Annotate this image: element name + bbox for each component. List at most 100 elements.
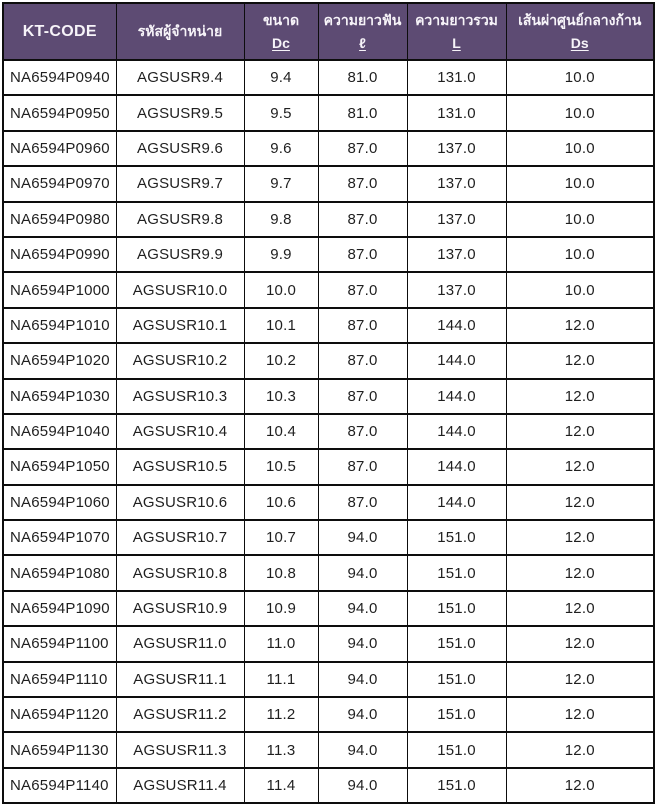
cell-overall-length: 137.0 [406,235,507,273]
table-row: NA6594P1080 AGSUSR10.8 10.8 94.0 151.0 12.0 [2,554,655,592]
cell-size: 9.7 [243,165,319,203]
cell-kt-code: NA6594P1060 [2,483,117,521]
table-row: NA6594P1040 AGSUSR10.4 10.4 87.0 144.0 12.0 [2,412,655,450]
table-body: NA6594P0940 AGSUSR9.4 9.4 81.0 131.0 10.0 NA65… [2,58,655,804]
cell-vendor-code: AGSUSR9.7 [115,165,245,203]
cell-kt-code: NA6594P0970 [2,165,117,203]
cell-flute-length: 94.0 [317,766,408,804]
cell-shank-diameter: 12.0 [505,660,655,698]
table-row: NA6594P1130 AGSUSR11.3 11.3 94.0 151.0 12.0 [2,731,655,769]
col-header-size: ขนาด Dc [243,2,319,61]
cell-flute-length: 87.0 [317,235,408,273]
cell-flute-length: 94.0 [317,589,408,627]
cell-overall-length: 151.0 [406,766,507,804]
cell-shank-diameter: 12.0 [505,483,655,521]
cell-size: 10.0 [243,271,319,309]
cell-overall-length: 151.0 [406,554,507,592]
cell-vendor-code: AGSUSR10.9 [115,589,245,627]
cell-vendor-code: AGSUSR9.9 [115,235,245,273]
cell-size: 10.2 [243,342,319,380]
cell-flute-length: 87.0 [317,200,408,238]
table-row: NA6594P1010 AGSUSR10.1 10.1 87.0 144.0 12.0 [2,306,655,344]
cell-kt-code: NA6594P1090 [2,589,117,627]
cell-size: 10.1 [243,306,319,344]
table-row: NA6594P0950 AGSUSR9.5 9.5 81.0 131.0 10.0 [2,94,655,132]
table-row: NA6594P0960 AGSUSR9.6 9.6 87.0 137.0 10.0 [2,129,655,167]
cell-shank-diameter: 10.0 [505,235,655,273]
cell-size: 11.1 [243,660,319,698]
cell-vendor-code: AGSUSR10.1 [115,306,245,344]
table-row: NA6594P1060 AGSUSR10.6 10.6 87.0 144.0 12.0 [2,483,655,521]
cell-vendor-code: AGSUSR10.5 [115,448,245,486]
col-header-flute-length-label: ความยาวฟัน [323,12,402,29]
cell-vendor-code: AGSUSR11.1 [115,660,245,698]
cell-flute-length: 87.0 [317,129,408,167]
cell-kt-code: NA6594P1100 [2,625,117,663]
cell-vendor-code: AGSUSR9.6 [115,129,245,167]
cell-overall-length: 151.0 [406,731,507,769]
cell-shank-diameter: 12.0 [505,589,655,627]
cell-shank-diameter: 12.0 [505,554,655,592]
cell-overall-length: 137.0 [406,165,507,203]
cell-flute-length: 87.0 [317,483,408,521]
cell-overall-length: 137.0 [406,129,507,167]
cell-kt-code: NA6594P1020 [2,342,117,380]
col-header-size-label: ขนาด [262,12,300,29]
cell-size: 10.9 [243,589,319,627]
cell-vendor-code: AGSUSR10.6 [115,483,245,521]
cell-shank-diameter: 12.0 [505,377,655,415]
cell-size: 10.8 [243,554,319,592]
cell-overall-length: 144.0 [406,306,507,344]
cell-shank-diameter: 12.0 [505,306,655,344]
cell-size: 11.3 [243,731,319,769]
cell-vendor-code: AGSUSR10.3 [115,377,245,415]
col-header-flute-length-symbol: ℓ [359,34,366,51]
cell-overall-length: 144.0 [406,412,507,450]
cell-size: 10.5 [243,448,319,486]
col-header-shank-diameter: เส้นผ่าศูนย์กลางก้าน Ds [505,2,655,61]
table-row: NA6594P1070 AGSUSR10.7 10.7 94.0 151.0 12.0 [2,519,655,556]
cell-flute-length: 94.0 [317,554,408,592]
col-header-vendor-code-label: รหัสผู้จำหน่าย [137,23,223,40]
cell-overall-length: 144.0 [406,483,507,521]
cell-vendor-code: AGSUSR10.4 [115,412,245,450]
col-header-shank-diameter-symbol: Ds [570,34,589,51]
cell-vendor-code: AGSUSR9.4 [115,58,245,96]
cell-kt-code: NA6594P0960 [2,129,117,167]
cell-shank-diameter: 12.0 [505,625,655,663]
cell-vendor-code: AGSUSR10.0 [115,271,245,309]
cell-flute-length: 87.0 [317,412,408,450]
table-row: NA6594P0990 AGSUSR9.9 9.9 87.0 137.0 10.0 [2,235,655,273]
cell-vendor-code: AGSUSR9.5 [115,94,245,132]
cell-kt-code: NA6594P1030 [2,377,117,415]
cell-overall-length: 137.0 [406,200,507,238]
cell-flute-length: 94.0 [317,625,408,663]
cell-flute-length: 94.0 [317,696,408,733]
table-row: NA6594P1090 AGSUSR10.9 10.9 94.0 151.0 12.0 [2,589,655,627]
col-header-overall-length: ความยาวรวม L [406,2,507,61]
cell-overall-length: 137.0 [406,271,507,309]
col-header-overall-length-label: ความยาวรวม [415,12,498,29]
cell-flute-length: 87.0 [317,342,408,380]
cell-flute-length: 81.0 [317,94,408,132]
cell-kt-code: NA6594P0990 [2,235,117,273]
table-row: NA6594P1140 AGSUSR11.4 11.4 94.0 151.0 12.0 [2,766,655,804]
table-row: NA6594P0980 AGSUSR9.8 9.8 87.0 137.0 10.0 [2,200,655,238]
cell-shank-diameter: 10.0 [505,165,655,203]
cell-overall-length: 131.0 [406,58,507,96]
cell-kt-code: NA6594P1040 [2,412,117,450]
cell-shank-diameter: 12.0 [505,696,655,733]
cell-flute-length: 87.0 [317,448,408,486]
cell-overall-length: 144.0 [406,448,507,486]
cell-shank-diameter: 12.0 [505,731,655,769]
cell-flute-length: 81.0 [317,58,408,96]
cell-vendor-code: AGSUSR10.8 [115,554,245,592]
cell-kt-code: NA6594P1130 [2,731,117,769]
cell-kt-code: NA6594P1080 [2,554,117,592]
cell-size: 9.8 [243,200,319,238]
cell-flute-length: 94.0 [317,660,408,698]
col-header-overall-length-symbol: L [452,34,461,51]
table-row: NA6594P1030 AGSUSR10.3 10.3 87.0 144.0 12.0 [2,377,655,415]
col-header-shank-diameter-label: เส้นผ่าศูนย์กลางก้าน [518,12,642,29]
